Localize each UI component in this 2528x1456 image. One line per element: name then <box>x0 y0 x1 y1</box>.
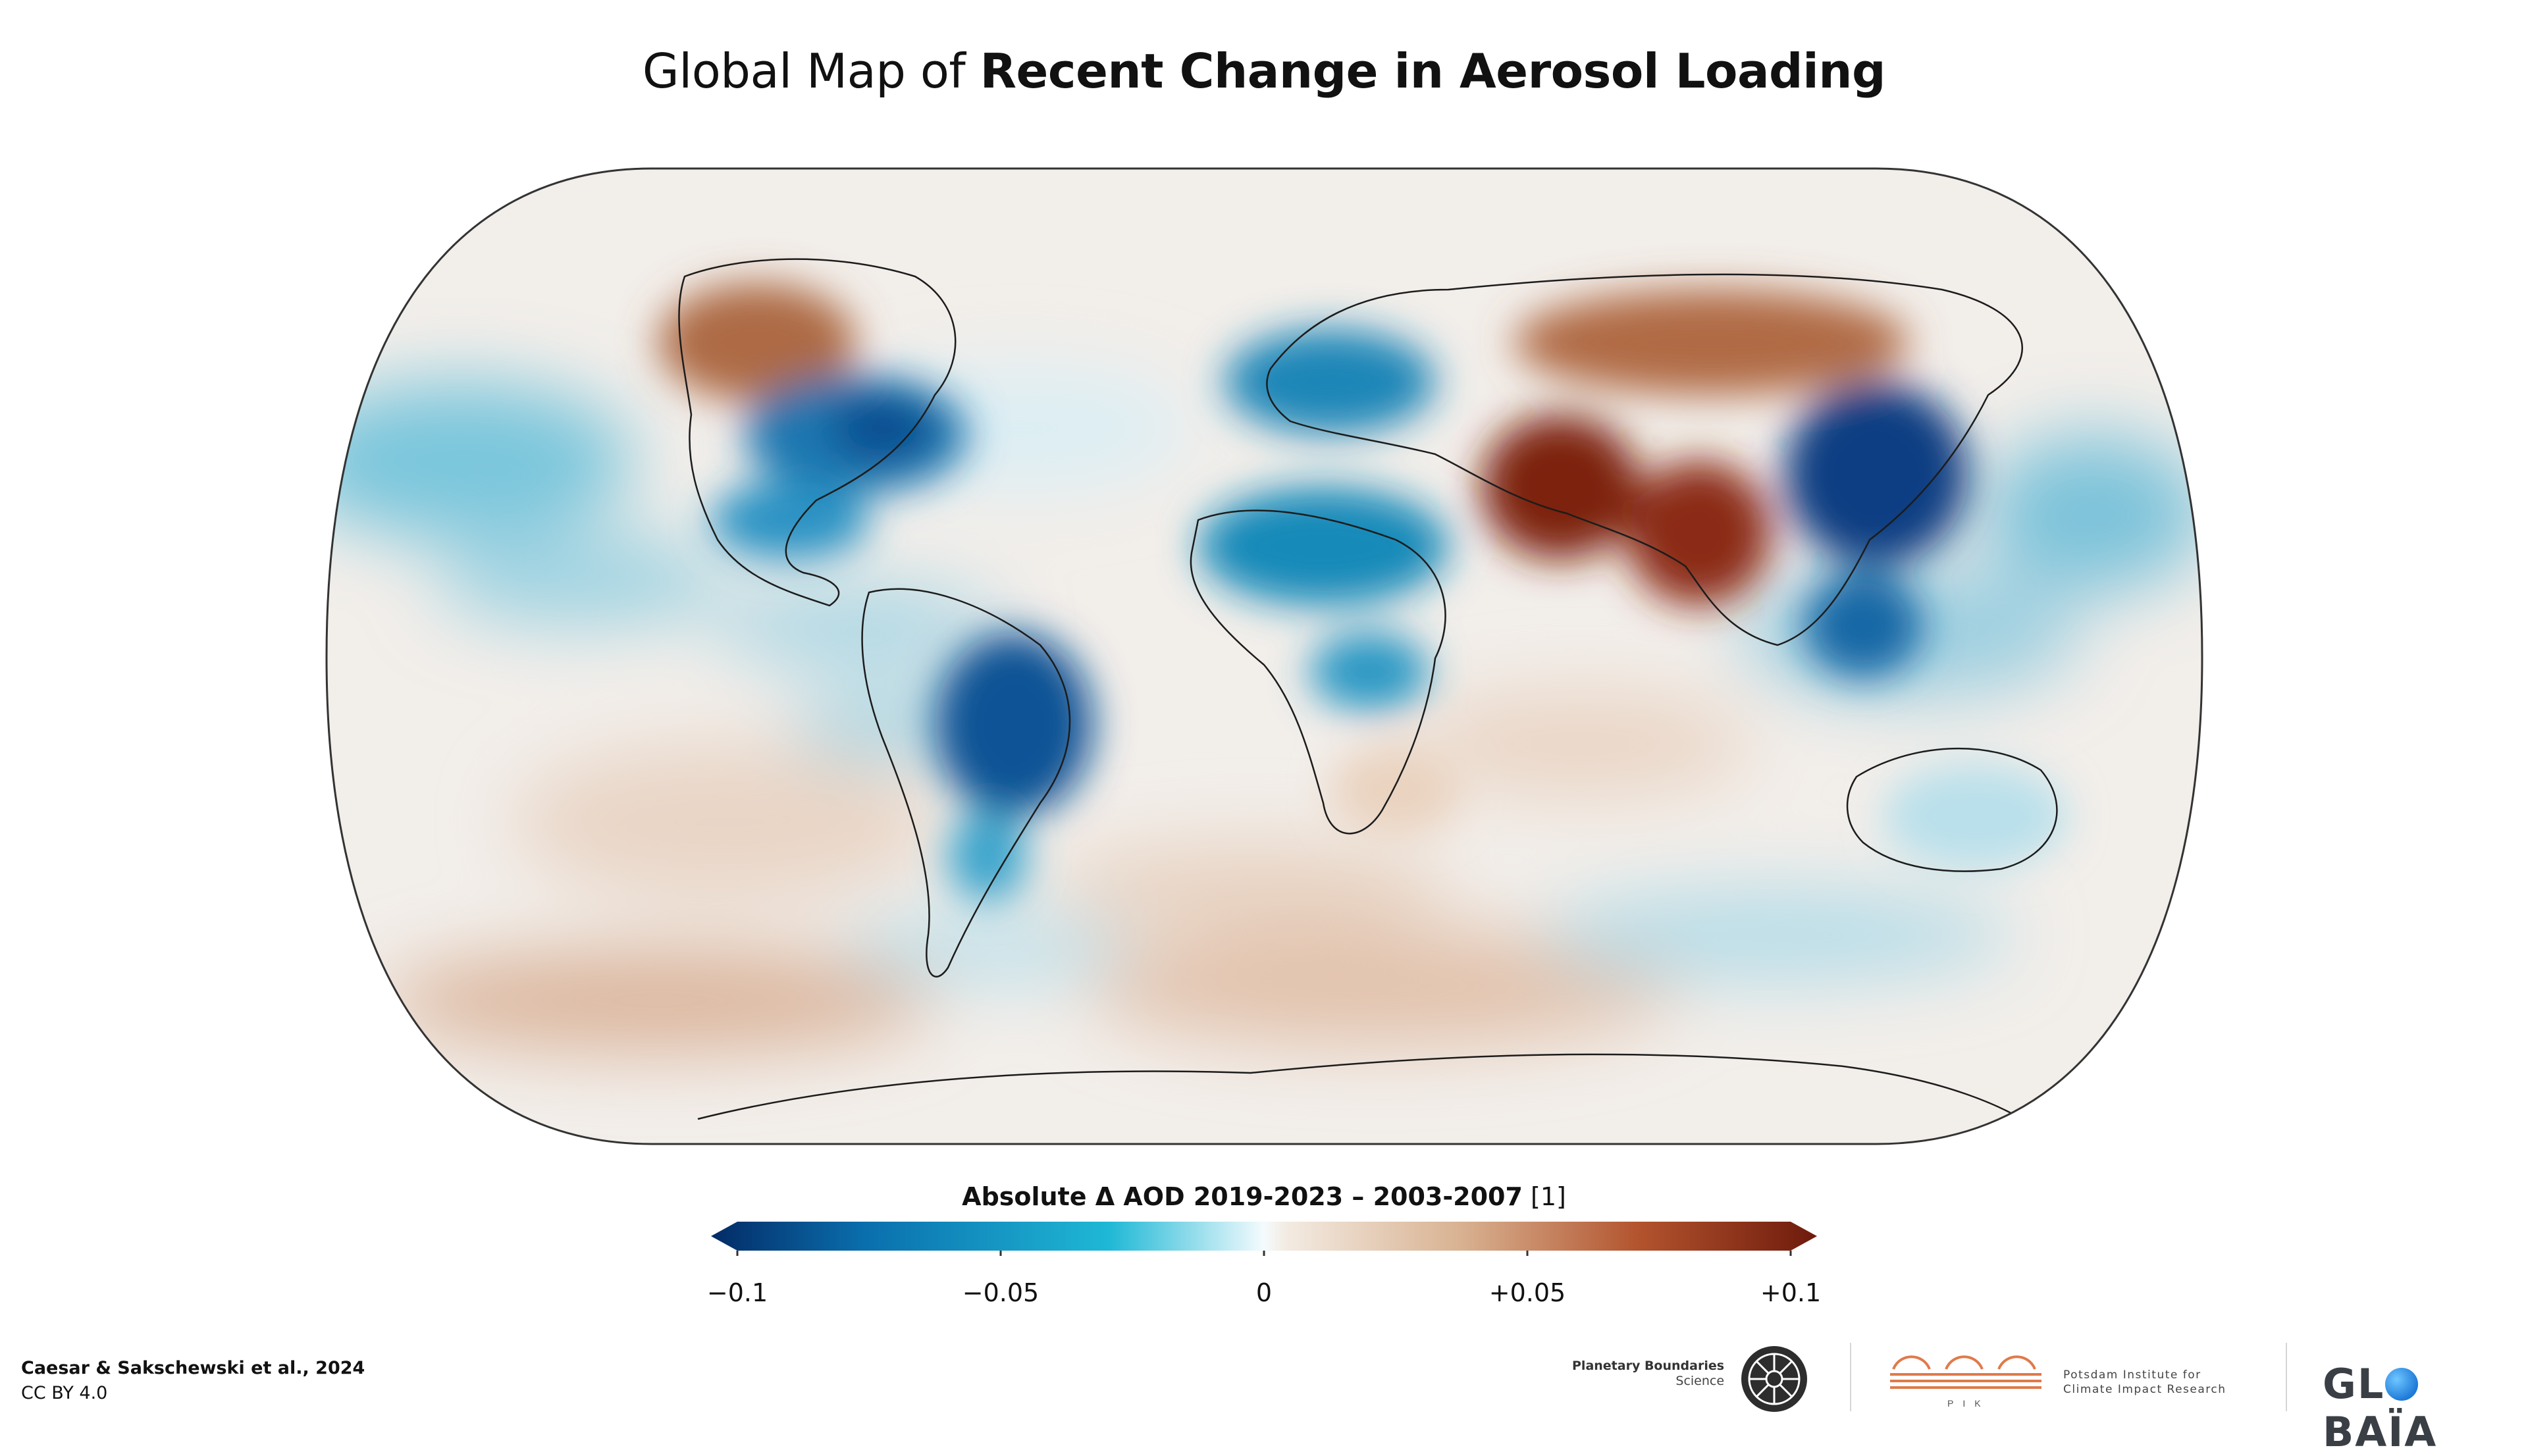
coastlines <box>678 258 2058 1133</box>
colorbar-tick-label: +0.1 <box>1760 1278 1822 1307</box>
eurasia-coast <box>1266 273 2023 646</box>
colorbar <box>711 1222 1817 1256</box>
pik-letters: PIK <box>1947 1398 1990 1409</box>
antarctica-coast <box>697 1053 2041 1133</box>
colorbar-title-text: Absolute Δ AOD 2019-2023 – 2003-2007 <box>962 1182 1523 1211</box>
globaia-post: BAÏA <box>2323 1408 2438 1456</box>
logo-separator <box>1850 1343 1851 1411</box>
world-map <box>325 167 2203 1145</box>
pik-line1: Potsdam Institute for <box>2063 1368 2201 1382</box>
colorbar-tick-label: −0.1 <box>706 1278 768 1307</box>
planetary-boundaries-logo-text: Planetary Boundaries Science <box>1572 1359 1724 1389</box>
title-emphasis: Recent Change in Aerosol Loading <box>980 43 1886 99</box>
north-america-coast <box>678 258 957 607</box>
pik-logo-text: Potsdam Institute for Climate Impact Rese… <box>2063 1368 2226 1397</box>
pb-line2: Science <box>1675 1374 1725 1388</box>
colorbar-gradient <box>711 1222 1817 1251</box>
globaia-logo: GLBAÏA <box>2323 1360 2528 1456</box>
credit-authors: Caesar & Sakschewski et al., 2024 <box>21 1358 365 1378</box>
colorbar-unit: [1] <box>1531 1182 1566 1211</box>
globaia-pre: GL <box>2323 1360 2385 1408</box>
africa-coast <box>1190 509 1446 835</box>
anomaly-field <box>658 283 2067 902</box>
pb-line1: Planetary Boundaries <box>1572 1359 1725 1373</box>
page-title: Global Map of Recent Change in Aerosol L… <box>0 47 2528 95</box>
colorbar-tick-label: −0.05 <box>962 1278 1040 1307</box>
ocean-pattern <box>327 369 2202 1053</box>
logo-separator-2 <box>2286 1343 2287 1411</box>
globe-icon <box>2385 1368 2419 1401</box>
australia-coast <box>1846 747 2058 872</box>
colorbar-title: Absolute Δ AOD 2019-2023 – 2003-2007 [1] <box>0 1182 2528 1211</box>
planetary-boundaries-logo-icon <box>1741 1346 1807 1412</box>
colorbar-tick-label: +0.05 <box>1488 1278 1566 1307</box>
title-prefix: Global Map of <box>642 43 980 99</box>
credit-license: CC BY 4.0 <box>21 1383 108 1403</box>
south-america-coast <box>861 588 1071 977</box>
colorbar-tick-label: 0 <box>1255 1278 1273 1307</box>
pik-logo-icon <box>1890 1355 2041 1389</box>
pik-line2: Climate Impact Research <box>2063 1383 2226 1396</box>
